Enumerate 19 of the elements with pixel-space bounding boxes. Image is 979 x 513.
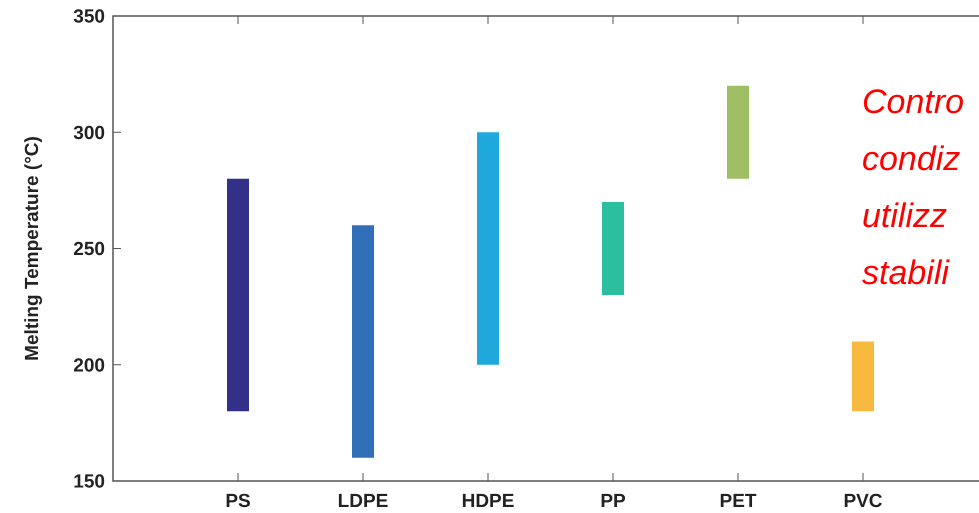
x-tick-label: PP [600,491,626,512]
bar [477,132,499,365]
x-tick-label: PS [225,491,251,512]
x-tick-label: HDPE [462,491,514,512]
y-tick-label: 150 [73,472,105,493]
y-tick-label: 200 [73,355,105,376]
bar [852,342,874,412]
y-tick-label: 350 [73,6,105,28]
bar [602,202,624,295]
bar [227,178,249,412]
bar [352,225,374,458]
y-tick-label: 250 [73,239,105,260]
x-tick-label: PVC [843,491,883,512]
x-tick-label: PET [720,491,757,512]
y-axis-title: Melting Temperature (°C) [22,136,43,361]
x-tick-label: LDPE [338,491,388,512]
bar [727,86,749,179]
annotation: Contro condiz utilizz stabili [862,83,964,292]
y-tick-label: 300 [73,122,105,144]
